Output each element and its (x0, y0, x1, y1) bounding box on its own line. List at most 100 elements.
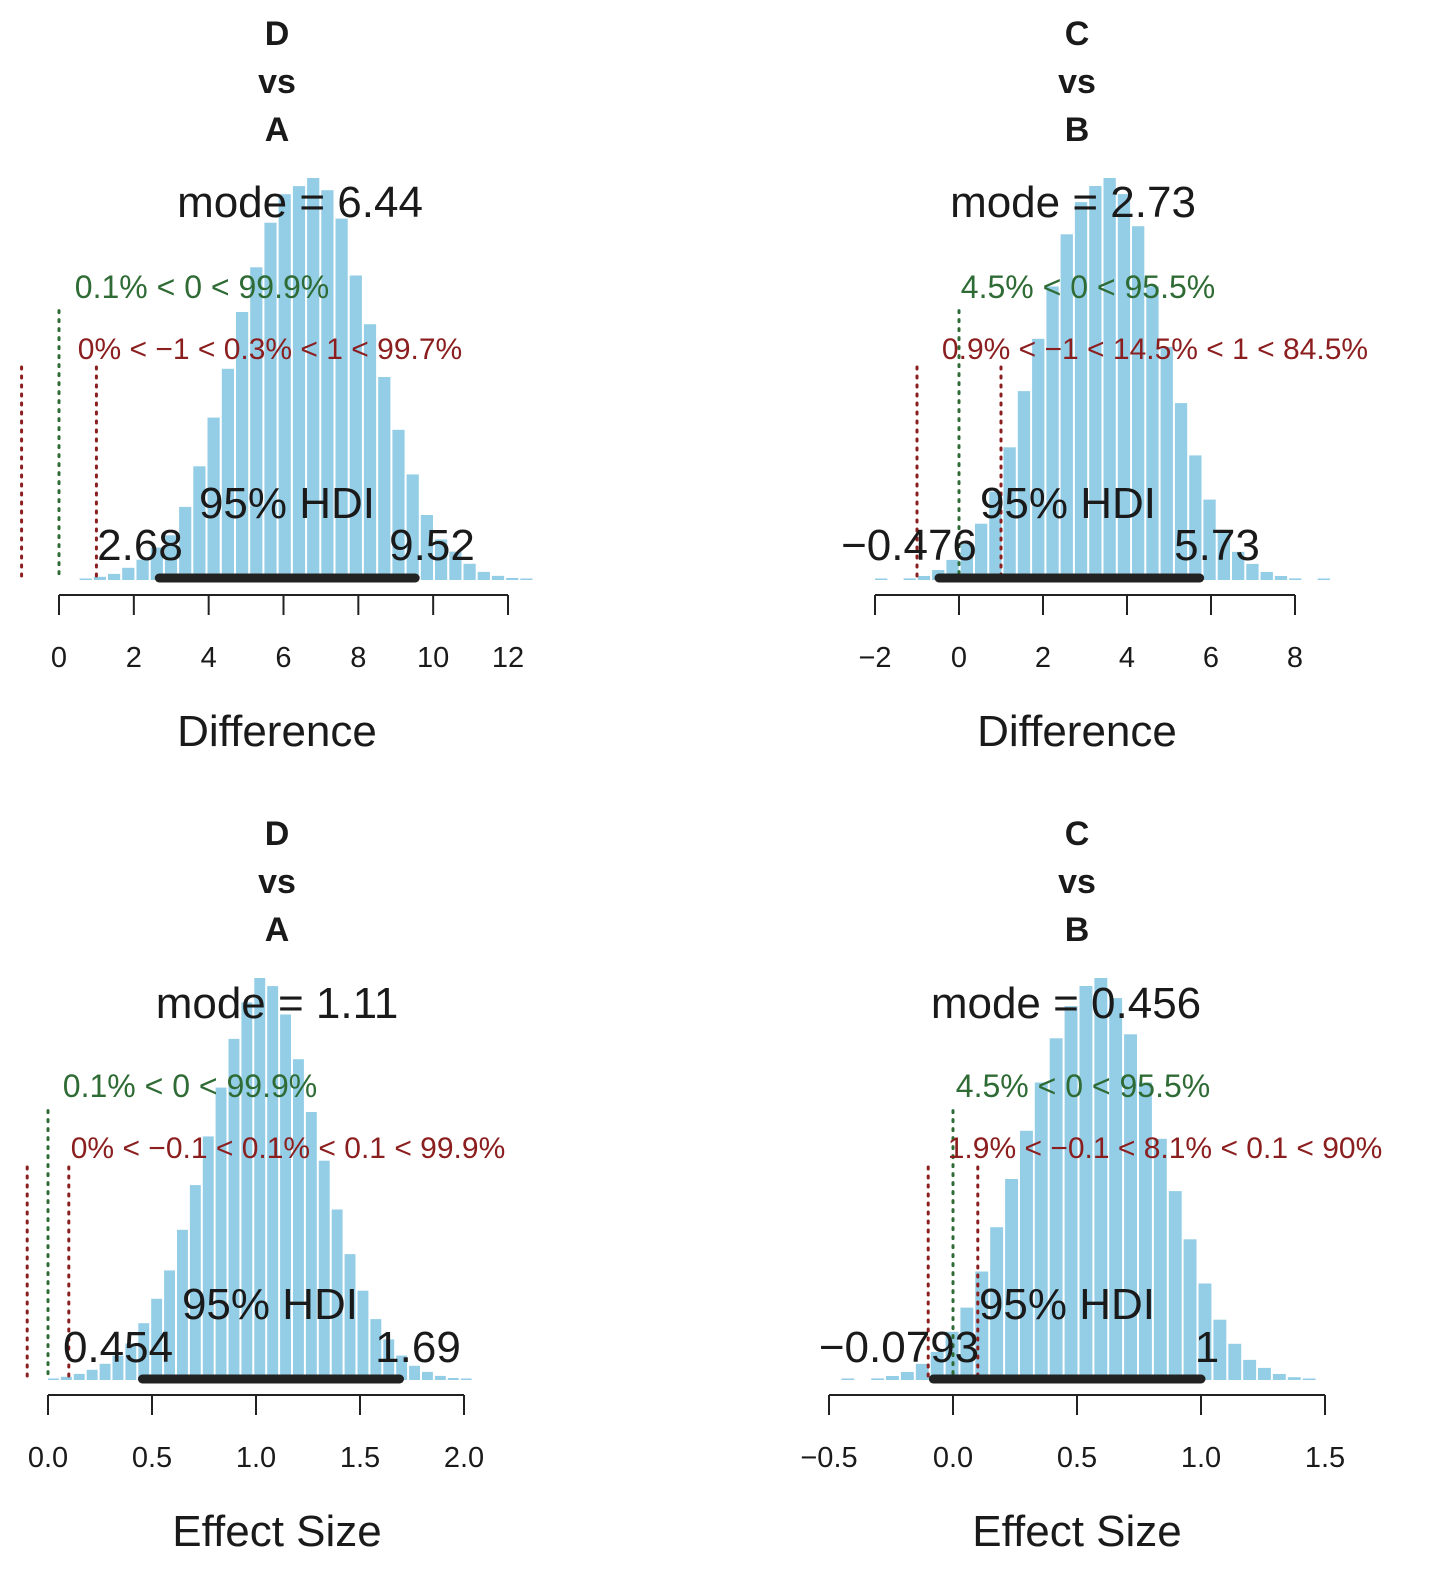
histogram-bar (108, 573, 121, 580)
chart-svg: 0.0 0.5 1.0 1.5 2.0 D vs A mode = 1.11 0.1% … (25, 815, 505, 1556)
histogram-bar (1089, 186, 1102, 580)
histogram-bar (1228, 1343, 1242, 1380)
histogram-bar (122, 567, 135, 580)
histogram-bar (189, 1185, 201, 1380)
histogram-bar (236, 312, 249, 580)
x-tick-label: 8 (350, 642, 366, 674)
histogram-bar (520, 578, 533, 580)
histogram-bar (150, 547, 163, 580)
histogram-bar (449, 551, 462, 580)
histogram-bar (875, 578, 888, 580)
histogram-bar (1287, 1377, 1301, 1380)
histogram-bar (86, 1369, 98, 1380)
histogram-bar (477, 571, 490, 580)
histogram-bar (99, 1363, 111, 1380)
histogram-bar (378, 377, 391, 580)
histogram-bar (1258, 1367, 1271, 1380)
hdi-high-label: 5.73 (1174, 521, 1260, 570)
histogram-bar (383, 1339, 395, 1380)
histogram-bar (1153, 1138, 1167, 1380)
histogram-bar (960, 543, 973, 580)
rope-label: 0% < −1 < 0.3% < 1 < 99.7% (78, 333, 462, 366)
title-line-1: C (1065, 815, 1090, 853)
histogram-bar (960, 1307, 974, 1380)
x-tick-label: 2 (126, 642, 142, 674)
mode-label: mode = 1.11 (156, 979, 399, 1028)
histogram-bar (1132, 226, 1145, 580)
histogram-bar (1034, 1082, 1048, 1380)
histogram-bar (125, 1343, 137, 1380)
histogram-bar (1174, 403, 1188, 580)
title-line-1: C (1065, 15, 1090, 53)
histogram-bar (841, 1378, 855, 1380)
histogram-bar (1317, 578, 1330, 580)
chart-svg: −0.5 0.0 0.5 1.0 1.5 C vs B mode = 0.456 4.5… (800, 815, 1382, 1556)
histogram-bar (917, 576, 931, 580)
histogram-bar (138, 1323, 150, 1380)
histogram-bar (349, 275, 362, 580)
x-tick-label: 1.0 (1181, 1442, 1221, 1474)
x-tick-label: 0 (951, 642, 967, 674)
histogram-bar (1032, 338, 1045, 580)
histogram-bar (1274, 576, 1288, 580)
histogram-bar (136, 559, 149, 580)
histogram-bar (164, 1270, 175, 1380)
hdi-label: 95% HDI (182, 1280, 358, 1329)
histogram-bar (264, 222, 277, 580)
hdi-high-label: 1 (1195, 1323, 1219, 1372)
histogram-bar (370, 1319, 382, 1380)
histogram-bar (463, 563, 476, 580)
title-line-3: A (265, 111, 290, 149)
x-tick-label: 0.5 (132, 1442, 172, 1474)
histogram-bar (1060, 234, 1073, 581)
x-tick-label: 12 (492, 642, 524, 674)
histogram-bar (307, 178, 320, 580)
title-line-2: vs (258, 63, 296, 101)
x-tick-label: 0.0 (28, 1442, 68, 1474)
histogram-bar (392, 429, 405, 580)
histogram-bar (228, 1038, 240, 1380)
x-tick-label: 8 (1287, 642, 1303, 674)
histogram-bar (1139, 1082, 1152, 1380)
histogram-bar (1079, 986, 1093, 1380)
histogram-bar (1272, 1374, 1286, 1380)
x-tick-label: 1.5 (1305, 1442, 1345, 1474)
hdi-label: 95% HDI (979, 1280, 1155, 1329)
histogram-bar (1203, 499, 1216, 580)
histogram-bar (215, 1087, 227, 1380)
histogram-bar (975, 523, 988, 580)
histogram-bar (335, 218, 348, 580)
histogram-bar (357, 1290, 369, 1380)
mode-label: mode = 0.456 (931, 979, 1201, 1028)
histogram-bar (1198, 1283, 1212, 1380)
x-axis-label: Effect Size (172, 1507, 382, 1556)
histogram-bar (447, 1378, 459, 1380)
histogram-bar (1183, 1239, 1197, 1380)
histogram-bar (1117, 194, 1131, 580)
histogram-bar (930, 1351, 944, 1380)
mode-label: mode = 2.73 (950, 178, 1196, 227)
title-line-2: vs (1058, 863, 1096, 901)
histogram-bar (1168, 1191, 1182, 1380)
histogram-bar (1046, 286, 1059, 580)
x-tick-label: 1.0 (236, 1442, 276, 1474)
histogram-bar (975, 1271, 989, 1380)
panel-c-vs-b-difference: −2 0 2 4 6 8 C vs B mode = 2.73 4.5% < 0 < 95… (0, 0, 1368, 797)
histogram-bar (1064, 1006, 1078, 1380)
hdi-high-label: 1.69 (375, 1323, 461, 1372)
histogram-bar (460, 1378, 472, 1380)
histogram-bar (1232, 551, 1245, 580)
histogram-bar (990, 1227, 1004, 1380)
x-tick-label: 1.5 (340, 1442, 380, 1474)
histogram-bar (1146, 286, 1159, 580)
histogram-bar (344, 1254, 356, 1380)
x-tick-label: 4 (1119, 642, 1135, 674)
histogram-bar (254, 978, 266, 1380)
histogram-bar (321, 190, 334, 580)
x-axis-label: Effect Size (972, 1507, 1182, 1556)
histogram-bar (164, 535, 178, 580)
chart-svg: −2 0 2 4 6 8 C vs B mode = 2.73 4.5% < 0 < 95… (841, 15, 1368, 756)
rope-label: 0% < −0.1 < 0.1% < 0.1 < 99.9% (71, 1132, 506, 1165)
comp-value-label: 0.1% < 0 < 99.9% (75, 269, 329, 305)
histogram-bar (48, 1378, 59, 1380)
